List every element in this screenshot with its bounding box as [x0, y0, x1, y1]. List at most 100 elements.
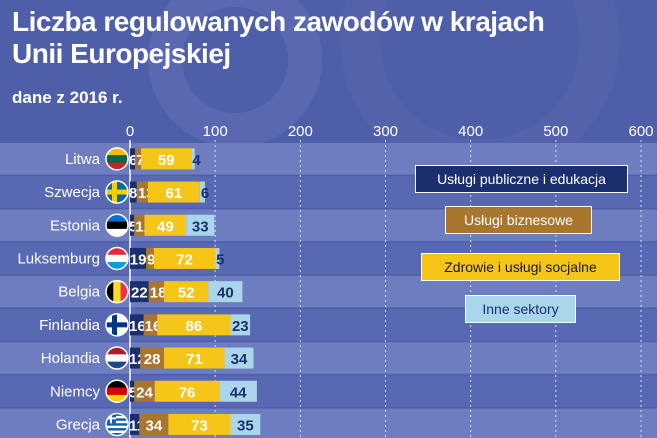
country-label: Finlandia — [39, 317, 101, 334]
data-label: 4 — [192, 152, 201, 169]
bar-segment — [130, 314, 144, 336]
data-label: 76 — [179, 384, 196, 401]
data-label: 44 — [230, 384, 247, 401]
bar-segment — [186, 214, 215, 236]
bar-segment — [139, 413, 169, 435]
data-label: 23 — [232, 318, 249, 335]
finland-flag-icon — [106, 313, 128, 336]
flag-ring — [105, 379, 129, 403]
x-tick-label: 500 — [543, 123, 568, 140]
title-line-2: Unii Europejskiej — [12, 38, 231, 69]
bar-segment — [147, 181, 200, 203]
estonia-flag-icon — [106, 214, 128, 237]
data-label: 24 — [136, 384, 153, 401]
flag-ring — [105, 180, 129, 204]
flag-ring — [105, 279, 129, 304]
bar-segment — [199, 181, 205, 203]
data-label: 52 — [178, 285, 195, 302]
flag-ring — [105, 346, 129, 370]
data-label: 71 — [186, 351, 203, 368]
legend-item: Usługi publiczne i edukacja — [415, 165, 628, 193]
data-label: 5 — [129, 218, 137, 235]
country-label: Litwa — [65, 151, 101, 168]
data-label: 72 — [176, 251, 193, 268]
bar-segment — [143, 314, 158, 336]
x-tick-label: 600 — [628, 123, 653, 140]
bar-segment — [130, 214, 135, 236]
data-label: 6 — [201, 185, 209, 202]
x-tick-label: 300 — [373, 123, 398, 140]
bar-segment — [144, 214, 187, 236]
bar-segment — [168, 413, 231, 435]
bar-segment — [130, 413, 140, 435]
bar-segment — [157, 314, 231, 336]
data-label: 40 — [217, 285, 234, 302]
bar-segment — [134, 214, 145, 236]
bar-segment — [130, 380, 135, 402]
data-label: 33 — [192, 218, 209, 235]
bar-segment — [219, 380, 257, 402]
data-label: 22 — [131, 285, 148, 302]
bar-segment — [136, 181, 148, 203]
bar-segment — [215, 247, 220, 269]
flag-ring — [105, 246, 129, 271]
data-label: 9 — [147, 251, 155, 268]
data-label: 59 — [158, 152, 175, 169]
bar-segment — [146, 247, 154, 269]
netherlands-flag-icon — [106, 347, 128, 370]
data-label: 34 — [231, 351, 248, 368]
bar-segment — [140, 347, 165, 369]
legend-item: Zdrowie i usługi socjalne — [421, 253, 620, 281]
country-label: Niemcy — [50, 383, 101, 400]
flag-ring — [105, 213, 129, 237]
data-label: 19 — [130, 251, 147, 268]
data-label: 5 — [216, 251, 224, 268]
country-label: Estonia — [50, 217, 101, 234]
luxembourg-flag-icon — [106, 247, 128, 270]
data-label: 28 — [144, 351, 161, 368]
bar-segment — [130, 181, 137, 203]
title-line-1: Liczba regulowanych zawodów w krajach — [12, 6, 545, 37]
bar-segment — [164, 281, 209, 303]
country-label: Holandia — [41, 350, 101, 367]
country-label: Grecja — [56, 416, 101, 433]
flag-ring — [105, 313, 129, 337]
sweden-flag-icon — [106, 181, 128, 204]
x-tick-label: 0 — [126, 123, 134, 140]
bar-segment — [230, 413, 261, 435]
belgium-flag-icon — [106, 280, 128, 303]
germany-flag-icon — [106, 380, 128, 403]
data-label: 5 — [129, 384, 137, 401]
country-label: Luksemburg — [17, 250, 100, 267]
country-label: Szwecja — [44, 184, 101, 201]
lithuania-flag-icon — [106, 147, 128, 170]
data-label: 61 — [166, 185, 183, 202]
bar-segment — [208, 281, 243, 303]
x-tick-label: 400 — [458, 123, 483, 140]
data-label: 49 — [157, 218, 174, 235]
data-label: 73 — [191, 417, 208, 434]
data-label: 16 — [129, 318, 146, 335]
country-label: Belgia — [58, 284, 100, 301]
bar-segment — [148, 281, 165, 303]
data-label: 16 — [145, 318, 162, 335]
bar-segment — [230, 314, 251, 336]
data-label: 35 — [237, 417, 254, 434]
greece-flag-icon — [106, 413, 128, 436]
data-label: 7 — [136, 152, 144, 169]
bar-segment — [130, 247, 147, 269]
legend-item: Usługi biznesowe — [445, 206, 592, 234]
flag-ring — [105, 412, 129, 437]
bar-segment — [153, 247, 216, 269]
chart-subtitle: dane z 2016 r. — [12, 88, 123, 107]
bar-segment — [224, 347, 254, 369]
flag-ring — [105, 147, 129, 171]
legend-item: Inne sektory — [465, 295, 576, 323]
bar-segment — [191, 148, 195, 170]
bar-segment — [154, 380, 220, 402]
data-label: 18 — [150, 285, 167, 302]
bar-segment — [130, 281, 149, 303]
bar-segment — [134, 380, 155, 402]
bar-segment — [135, 148, 142, 170]
data-label: 6 — [129, 152, 137, 169]
